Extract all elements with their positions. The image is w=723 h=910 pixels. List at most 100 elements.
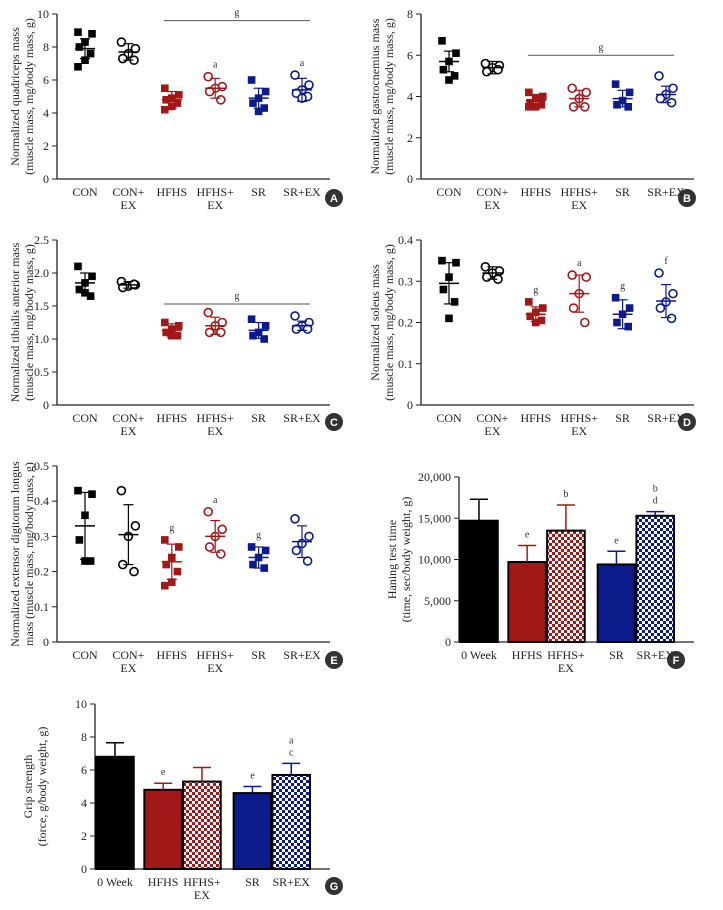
data-point — [668, 288, 678, 299]
x-tick-label: HFHS+ — [560, 411, 598, 425]
group-0 — [74, 262, 96, 300]
data-point — [175, 322, 183, 330]
y-tick-label: 8 — [81, 730, 87, 744]
y-tick-label: 2.5 — [34, 233, 49, 247]
data-point — [217, 524, 227, 535]
group-2 — [161, 84, 183, 114]
x-tick-label: EX — [207, 661, 223, 675]
x-tick-label: HFHS — [148, 875, 179, 889]
x-tick-label: HFHS+ — [196, 411, 234, 425]
significance-label: f — [664, 256, 668, 267]
data-point — [88, 272, 96, 281]
group-3: a — [203, 60, 227, 105]
x-tick-label: HFHS — [512, 648, 543, 662]
y-axis-label-line: Normalized soleus mass — [368, 264, 382, 381]
data-point — [75, 285, 84, 294]
y-tick-label: 0.3 — [34, 529, 49, 543]
data-point — [438, 37, 446, 45]
panel-badge — [678, 189, 696, 207]
data-point — [75, 43, 84, 51]
group-3: a — [203, 495, 227, 559]
group-4: g — [247, 530, 270, 572]
data-point — [216, 549, 226, 559]
group-2 — [161, 318, 183, 340]
x-tick-label: CON — [436, 411, 462, 425]
group-5 — [654, 71, 678, 108]
x-tick-label: SR — [251, 185, 266, 199]
group-4 — [611, 80, 634, 111]
data-point — [175, 91, 183, 99]
panel-badge — [325, 189, 343, 207]
y-tick-label: 0 — [43, 398, 49, 412]
data-point — [581, 272, 592, 282]
bar-2 — [182, 780, 222, 870]
group-3 — [567, 83, 592, 112]
data-point — [261, 322, 270, 330]
y-tick-label: 6 — [43, 73, 49, 87]
x-tick-label: EX — [207, 424, 223, 438]
y-tick-label: 10 — [75, 697, 87, 711]
data-point — [302, 556, 313, 566]
y-tick-label: 0.2 — [34, 565, 49, 579]
group-5: a — [290, 58, 314, 103]
data-point — [88, 490, 96, 498]
x-tick-label: HFHS — [156, 411, 187, 425]
x-tick-label: EX — [484, 424, 500, 438]
y-axis-label: Grip strength (force, g/body weight, g) — [21, 727, 49, 847]
y-axis-label: Haning test time (time, sec/body weight, … — [385, 497, 413, 623]
data-point — [539, 92, 547, 101]
y-tick-label: 6 — [81, 763, 87, 777]
x-tick-label: CON — [436, 185, 462, 199]
data-point — [173, 331, 182, 340]
data-point — [118, 53, 128, 64]
data-point — [260, 335, 268, 343]
y-axis-label: Normalized soleus mass (muscle mass, mg/b… — [368, 244, 396, 401]
y-tick-label: 0 — [43, 172, 49, 186]
data-point — [452, 49, 460, 57]
data-point — [203, 506, 213, 517]
significance-label: e — [250, 771, 255, 782]
y-axis-label-line: (muscle mass, mg/body mass, g) — [22, 244, 36, 401]
data-point — [161, 581, 169, 590]
x-tick-label: EX — [484, 198, 500, 212]
data-point — [290, 70, 300, 80]
data-point — [203, 307, 213, 318]
data-point — [655, 93, 666, 104]
y-tick-label: 20,000 — [418, 470, 451, 484]
y-tick-label: 0.5 — [34, 365, 49, 379]
data-point — [581, 87, 592, 98]
group-0 — [438, 256, 460, 323]
x-tick-label: HFHS — [156, 648, 187, 662]
significance-label: g — [533, 285, 538, 296]
x-tick-label: HFHS — [520, 185, 551, 199]
y-tick-label: 2 — [81, 829, 87, 843]
x-tick-label: CON+ — [476, 185, 508, 199]
panel-badge-label: E — [330, 655, 337, 667]
x-tick-label: SR+EX — [647, 185, 685, 199]
data-point — [290, 311, 300, 321]
bar-1 — [507, 560, 547, 643]
data-point — [260, 104, 268, 112]
x-tick-label: HFHS+ — [196, 648, 234, 662]
group-2 — [525, 88, 547, 111]
y-tick-label: 4 — [407, 90, 413, 104]
data-point — [526, 312, 534, 321]
data-point — [247, 76, 256, 84]
significance-label: b — [563, 489, 568, 500]
bracket-label: g — [234, 8, 239, 19]
group-1 — [480, 262, 505, 284]
group-4 — [247, 315, 270, 343]
x-tick-label: HFHS+ — [183, 875, 221, 889]
data-point — [525, 88, 533, 97]
y-tick-label: 0.2 — [398, 316, 413, 330]
data-point — [247, 543, 256, 551]
y-axis-label-line: Grip strength — [21, 755, 35, 819]
data-point — [161, 536, 169, 544]
data-point — [666, 313, 677, 324]
x-tick-label: EX — [558, 661, 574, 675]
bar-1 — [143, 788, 183, 870]
x-tick-label: SR — [615, 411, 630, 425]
data-point — [86, 557, 95, 565]
